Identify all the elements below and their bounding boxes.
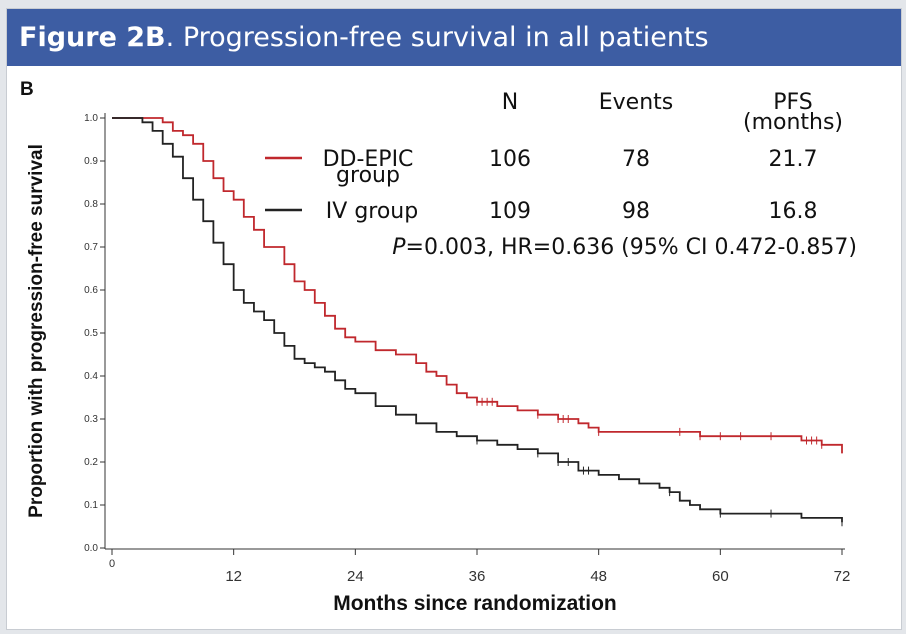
legend-events-dd-epic: 78 bbox=[622, 147, 650, 172]
legend-name-iv: IV group bbox=[326, 199, 418, 224]
figure-label: Figure 2B bbox=[19, 22, 166, 53]
y-axis-label: Proportion with progression-free surviva… bbox=[26, 144, 47, 518]
y-tick-label: 0.0 bbox=[84, 543, 98, 554]
legend-name-dd-epic: DD-EPIC bbox=[323, 147, 414, 172]
figure-panel: Figure 2B. Progression-free survival in … bbox=[6, 8, 902, 630]
stat-values: =0.003, HR=0.636 (95% CI 0.472-0.857) bbox=[406, 235, 857, 260]
legend-header-n: N bbox=[502, 90, 518, 115]
x-tick-label: 24 bbox=[347, 568, 364, 585]
legend-pfs-iv: 16.8 bbox=[769, 199, 818, 224]
stat-p-symbol: P bbox=[392, 235, 406, 260]
legend-header-pfs: PFS bbox=[773, 90, 813, 115]
legend-pfs-dd-epic: 21.7 bbox=[769, 147, 818, 172]
y-tick-label: 0.6 bbox=[84, 285, 98, 296]
y-tick-label: 0.7 bbox=[84, 242, 98, 253]
legend-events-iv: 98 bbox=[622, 199, 650, 224]
legend-n-iv: 109 bbox=[489, 199, 531, 224]
y-tick-label: 0.9 bbox=[84, 156, 98, 167]
y-tick-label: 0.3 bbox=[84, 414, 98, 425]
x-tick-label: 48 bbox=[590, 568, 607, 585]
y-tick-label: 0.5 bbox=[84, 328, 98, 339]
x-tick-label: 36 bbox=[469, 568, 486, 585]
figure-header: Figure 2B. Progression-free survival in … bbox=[7, 9, 901, 66]
legend-n-dd-epic: 106 bbox=[489, 147, 531, 172]
x-tick-label: 0 bbox=[109, 558, 115, 570]
legend-name-dd-epic-line2: group bbox=[336, 163, 400, 188]
y-tick-label: 0.8 bbox=[84, 199, 98, 210]
figure-caption: . Progression-free survival in all patie… bbox=[165, 22, 709, 53]
km-curve-dd-epic bbox=[112, 117, 843, 454]
legend: N Events PFS (months) DD-EPIC group 106 … bbox=[265, 90, 857, 260]
panel-label: B bbox=[20, 79, 34, 100]
y-tick-label: 0.2 bbox=[84, 457, 98, 468]
x-tick-label: 60 bbox=[712, 568, 729, 585]
stat-annotation: P=0.003, HR=0.636 (95% CI 0.472-0.857) bbox=[392, 235, 857, 260]
legend-header-pfs-unit: (months) bbox=[743, 110, 843, 135]
y-tick-label: 0.1 bbox=[84, 500, 98, 511]
x-axis-label: Months since randomization bbox=[333, 592, 617, 615]
y-tick-label: 1.0 bbox=[84, 113, 98, 124]
x-tick-label: 12 bbox=[225, 568, 242, 585]
km-curve-iv bbox=[112, 117, 843, 523]
y-tick-label: 0.4 bbox=[84, 371, 98, 382]
legend-header-events: Events bbox=[599, 90, 674, 115]
x-tick-label: 72 bbox=[834, 568, 851, 585]
